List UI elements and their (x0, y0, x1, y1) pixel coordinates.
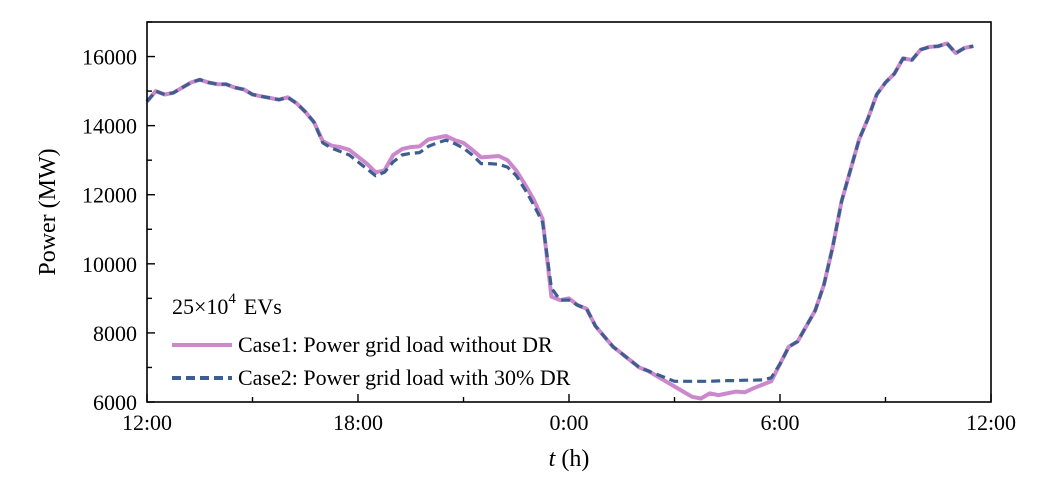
x-axis-variable: t (549, 446, 557, 472)
x-axis-title: t (h) (549, 446, 590, 472)
x-tick-label: 12:00 (966, 410, 1016, 435)
x-tick-label: 6:00 (760, 410, 799, 435)
legend: 25×104 EVs Case1: Power grid load without… (172, 291, 571, 390)
y-tick-label: 6000 (93, 390, 137, 415)
y-tick-label: 10000 (82, 252, 137, 277)
series-line-case1 (145, 41, 974, 401)
legend-header-base: 25×10 (172, 294, 228, 319)
y-tick-label: 16000 (82, 45, 137, 70)
legend-header-tail: EVs (244, 294, 282, 319)
x-tick-label: 12:00 (122, 410, 172, 435)
x-axis-unit: (h) (555, 446, 589, 472)
legend-label-case1: Case1: Power grid load without DR (238, 332, 553, 357)
y-axis-title: Power (MW) (35, 148, 61, 275)
y-tick-label: 14000 (82, 114, 137, 139)
tick-labels: 12:00 18:00 0:00 6:00 12:0060008000100001200… (82, 45, 1016, 435)
plot-frame (146, 21, 992, 403)
legend-header-exponent: 4 (228, 291, 236, 307)
legend-header: 25×104 EVs (172, 291, 282, 319)
series-line-case2 (145, 41, 974, 383)
y-tick-label: 8000 (93, 321, 137, 346)
axes-ticks (146, 21, 992, 403)
legend-label-case2: Case2: Power grid load with 30% DR (238, 365, 571, 390)
y-tick-label: 12000 (82, 183, 137, 208)
series-lines (145, 41, 974, 401)
x-tick-label: 18:00 (333, 410, 383, 435)
x-tick-label: 0:00 (549, 410, 588, 435)
